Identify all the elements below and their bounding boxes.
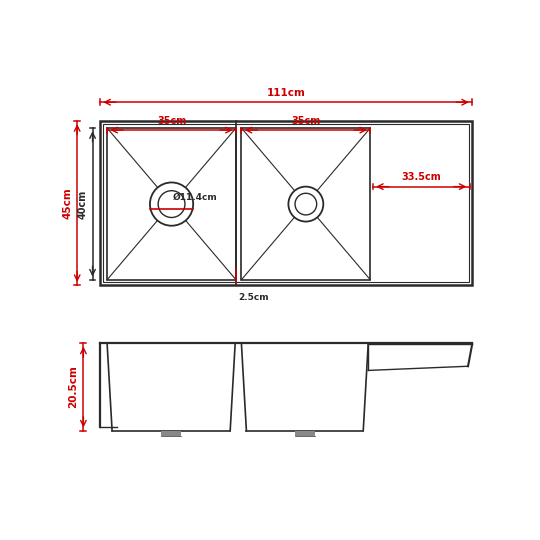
- Text: 33.5cm: 33.5cm: [401, 172, 441, 183]
- Text: 2.5cm: 2.5cm: [238, 294, 269, 302]
- Text: 20.5cm: 20.5cm: [69, 366, 78, 408]
- Circle shape: [288, 187, 323, 221]
- Bar: [295, 431, 315, 436]
- Bar: [161, 431, 181, 436]
- Text: 35cm: 35cm: [291, 116, 320, 126]
- Text: 111cm: 111cm: [267, 88, 306, 98]
- Circle shape: [295, 193, 316, 215]
- Circle shape: [158, 191, 185, 218]
- Bar: [241, 128, 370, 280]
- Text: 35cm: 35cm: [157, 116, 186, 126]
- Text: 40cm: 40cm: [78, 189, 87, 219]
- Bar: [107, 128, 236, 280]
- Bar: [103, 124, 469, 282]
- Circle shape: [150, 183, 193, 226]
- Text: Ø11.4cm: Ø11.4cm: [173, 193, 218, 202]
- Bar: [100, 121, 472, 285]
- Text: 45cm: 45cm: [62, 187, 72, 219]
